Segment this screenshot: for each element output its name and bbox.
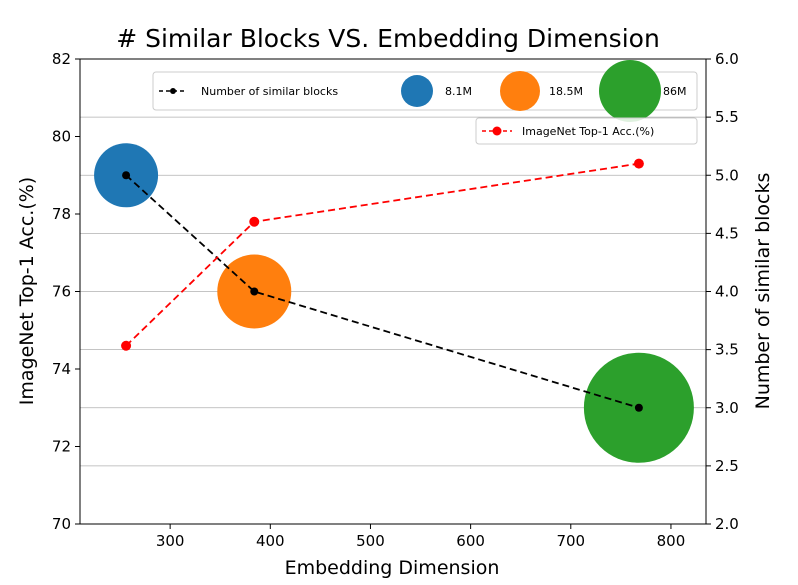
series-line-1 — [125, 162, 640, 347]
legend: Number of similar blocks 8.1M 18.5M 86M — [152, 60, 698, 122]
legend-marker-blocks — [170, 88, 176, 94]
legend-label-8.1M: 8.1M — [445, 85, 472, 98]
y2-tick-label: 6.0 — [715, 50, 739, 68]
bubbles — [94, 143, 694, 463]
x-tick-label: 300 — [156, 532, 185, 550]
legend-accuracy: ImageNet Top-1 Acc.(%) — [475, 117, 698, 145]
legend2-box — [475, 117, 698, 145]
legend-label-18.5M: 18.5M — [549, 85, 583, 98]
x-axis-label: Embedding Dimension — [285, 557, 500, 579]
legend-bubble-8.1M — [401, 75, 433, 107]
y-tick-label: 78 — [52, 205, 71, 223]
y-tick-label: 74 — [52, 360, 71, 378]
legend-label-blocks: Number of similar blocks — [201, 85, 338, 98]
x-tick-label: 400 — [256, 532, 285, 550]
y2-axis-label: Number of similar blocks — [752, 173, 774, 410]
x-tick-label: 600 — [456, 532, 485, 550]
y2-tick-label: 2.5 — [715, 457, 739, 475]
data-point — [634, 403, 643, 412]
x-tick-label: 500 — [356, 532, 385, 550]
y2-tick-label: 5.5 — [715, 108, 739, 126]
y2-tick-label: 4.0 — [715, 283, 739, 301]
series-lines — [121, 158, 644, 412]
y2-tick-label: 3.0 — [715, 399, 739, 417]
series-line-0 — [125, 174, 640, 409]
y-tick-label: 70 — [52, 515, 71, 533]
y2-tick-label: 5.0 — [715, 166, 739, 184]
legend-bubble-18.5M — [500, 71, 540, 111]
legend-label-86M: 86M — [663, 85, 687, 98]
data-point — [249, 216, 260, 227]
y-axis-label: ImageNet Top-1 Acc.(%) — [16, 177, 38, 405]
x-tick-label: 800 — [657, 532, 686, 550]
data-point — [633, 158, 644, 169]
data-point — [122, 171, 131, 180]
data-point — [121, 340, 132, 351]
y-tick-label: 72 — [52, 438, 71, 456]
legend-marker-acc — [492, 126, 502, 136]
data-point — [250, 287, 259, 296]
y-tick-label: 80 — [52, 128, 71, 146]
axes: 300 400 500 600 700 800 70 72 74 76 78 80 82 2.0 2.5 3.… — [52, 50, 739, 550]
y-tick-label: 82 — [52, 50, 71, 68]
y2-tick-label: 3.5 — [715, 341, 739, 359]
y2-tick-label: 2.0 — [715, 515, 739, 533]
legend-label-acc: ImageNet Top-1 Acc.(%) — [522, 125, 654, 138]
x-tick-label: 700 — [556, 532, 585, 550]
y-tick-label: 76 — [52, 283, 71, 301]
legend-bubble-86M — [599, 60, 661, 122]
chart-title: # Similar Blocks VS. Embedding Dimension — [116, 24, 660, 53]
y2-tick-label: 4.5 — [715, 224, 739, 242]
